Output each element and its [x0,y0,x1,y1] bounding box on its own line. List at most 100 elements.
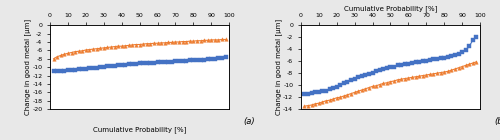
CM247/ 1000hrs [459,66,465,67]
CM247/ 1000hrs [190,40,196,42]
CM247/200hrs [112,65,117,66]
CM247/ 1000hrs [384,82,390,84]
CM247/ 1000hrs [115,45,121,47]
CM247/ 1000hrs [112,46,117,47]
CM247/ 200hrs [341,83,347,84]
CM247/200hrs [158,61,164,63]
Text: (a): (a) [244,117,255,126]
Line: CM247/ 200hrs: CM247/ 200hrs [302,35,478,96]
CM247/ 1000hrs [90,48,96,50]
CM247/ 1000hrs [373,85,379,87]
CM247/ 1000hrs [204,39,210,41]
CM247/ 200hrs [445,56,451,58]
CM247/200hrs [72,69,78,71]
CM247/200hrs [118,64,124,66]
CM247/ 1000hrs [54,56,60,58]
CM247/ 200hrs [362,74,368,76]
CM247/ 200hrs [366,73,372,75]
CM247/200hrs [198,59,203,61]
CM247/200hrs [212,58,218,60]
X-axis label: Cumulative Probability [%]: Cumulative Probability [%] [93,126,186,133]
CM247/ 1000hrs [416,75,422,77]
CM247/ 200hrs [302,93,308,95]
CM247/ 1000hrs [126,45,132,46]
CM247/ 1000hrs [359,89,365,91]
CM247/ 200hrs [438,57,444,59]
CM247/ 1000hrs [406,77,411,79]
CM247/ 200hrs [394,65,400,66]
CM247/ 200hrs [373,71,379,72]
CM247/ 1000hrs [130,44,136,46]
CM247/ 1000hrs [348,93,354,95]
Y-axis label: Change in good metal [μm]: Change in good metal [μm] [24,19,31,115]
X-axis label: Cumulative Probability [%]: Cumulative Probability [%] [344,5,437,11]
CM247/ 200hrs [452,54,458,56]
CM247/200hrs [187,60,193,61]
CM247/ 1000hrs [172,41,178,43]
CM247/ 1000hrs [62,53,68,55]
Line: CM247/ 1000hrs: CM247/ 1000hrs [52,38,228,60]
CM247/ 1000hrs [198,40,203,42]
CM247/ 1000hrs [462,65,468,66]
CM247/ 200hrs [348,79,354,81]
CM247/ 1000hrs [326,99,332,101]
CM247/ 1000hrs [409,77,415,78]
CM247/200hrs [108,65,114,67]
CM247/ 1000hrs [212,39,218,41]
CM247/ 1000hrs [165,42,171,43]
CM247/200hrs [190,60,196,61]
CM247/ 200hrs [406,63,411,64]
CM247/ 1000hrs [438,72,444,74]
Line: CM247/ 1000hrs: CM247/ 1000hrs [302,60,478,108]
CM247/200hrs [68,69,74,71]
CM247/200hrs [208,58,214,60]
Y-axis label: Change in good metal [μm]: Change in good metal [μm] [275,19,281,115]
CM247/ 1000hrs [144,43,150,45]
CM247/ 1000hrs [169,42,175,43]
Line: CM247/200hrs: CM247/200hrs [52,55,228,73]
CM247/ 1000hrs [136,44,142,45]
CM247/200hrs [76,68,82,70]
CM247/ 1000hrs [394,79,400,81]
CM247/200hrs [140,62,146,64]
CM247/ 200hrs [337,84,343,86]
CM247/ 1000hrs [334,97,340,99]
CM247/200hrs [183,60,189,62]
CM247/200hrs [172,60,178,62]
CM247/ 200hrs [323,90,329,91]
CM247/ 200hrs [312,92,318,93]
CM247/200hrs [62,70,68,71]
CM247/ 1000hrs [180,41,186,42]
CM247/ 1000hrs [320,101,326,103]
CM247/ 1000hrs [194,40,200,42]
CM247/ 1000hrs [470,62,476,64]
CM247/ 1000hrs [448,69,454,71]
CM247/ 1000hrs [388,81,394,82]
CM247/200hrs [136,63,142,64]
CM247/ 1000hrs [376,84,382,85]
CM247/ 1000hrs [222,39,228,40]
CM247/ 1000hrs [187,40,193,42]
CM247/200hrs [130,63,136,65]
CM247/ 200hrs [384,68,390,69]
CM247/ 1000hrs [445,71,451,72]
CM247/ 1000hrs [183,41,189,42]
CM247/ 1000hrs [76,50,82,52]
CM247/ 1000hrs [330,98,336,100]
CM247/ 1000hrs [176,41,182,43]
CM247/ 1000hrs [355,90,361,92]
CM247/200hrs [97,66,103,68]
CM247/ 1000hrs [305,105,311,106]
CM247/200hrs [65,69,71,71]
CM247/ 200hrs [402,63,408,65]
CM247/ 1000hrs [344,94,350,96]
CM247/ 1000hrs [94,48,100,50]
CM247/ 200hrs [423,60,429,61]
CM247/ 200hrs [434,58,440,60]
CM247/ 200hrs [456,53,462,55]
CM247/ 1000hrs [65,52,71,54]
CM247/ 1000hrs [201,39,207,41]
CM247/200hrs [133,63,139,65]
CM247/ 1000hrs [101,47,107,49]
CM247/ 1000hrs [72,51,78,52]
